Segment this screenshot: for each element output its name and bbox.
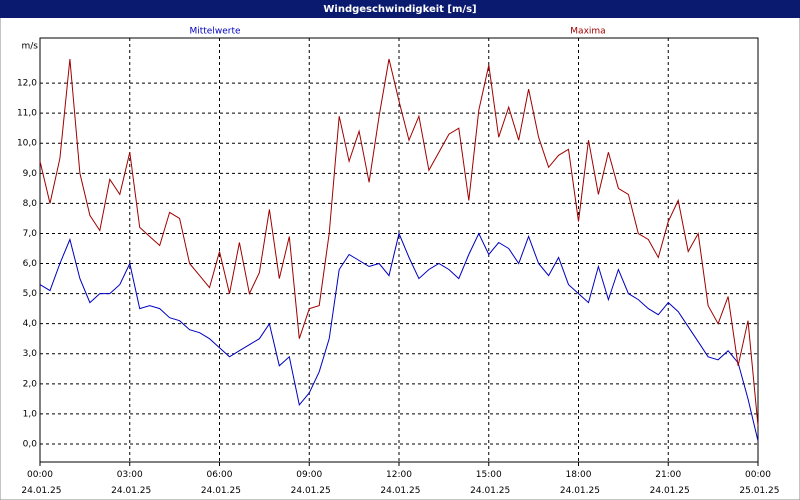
legend-label: Maxima (570, 27, 605, 37)
title-bar (0, 0, 800, 18)
y-axis-unit: m/s (22, 42, 39, 52)
x-tick-label: 06:00 24.01.25 (198, 470, 241, 496)
y-tick-label: 7,0 (23, 229, 38, 239)
y-tick-label: 6,0 (23, 259, 38, 269)
x-tick-label: 12:00 24.01.25 (378, 470, 421, 496)
x-tick-label: 00:00 24.01.25 (19, 470, 62, 496)
y-tick-label: 9,0 (23, 169, 38, 179)
y-tick-label: 5,0 (23, 289, 38, 299)
legend-label: Mittelwerte (189, 27, 240, 37)
y-tick-label: 8,0 (23, 199, 38, 209)
chart-title: Windgeschwindigkeit [m/s] (323, 4, 476, 15)
x-tick-label: 03:00 24.01.25 (108, 470, 151, 496)
y-tick-label: 0,0 (23, 439, 38, 449)
y-tick-label: 12,0 (17, 79, 37, 89)
line-series (39, 231, 759, 442)
x-tick-label: 09:00 24.01.25 (288, 470, 331, 496)
y-tick-label: 1,0 (23, 409, 38, 419)
y-tick-label: 4,0 (23, 319, 38, 329)
x-tick-label: 00:00 25.01.25 (737, 470, 780, 496)
y-tick-label: 11,0 (17, 109, 37, 119)
x-tick-label: 21:00 24.01.25 (647, 470, 690, 496)
y-tick-label: 3,0 (23, 349, 38, 359)
x-tick-label: 18:00 24.01.25 (557, 470, 600, 496)
y-tick-label: 2,0 (23, 379, 38, 389)
y-tick-label: 10,0 (17, 139, 37, 149)
line-series (39, 58, 759, 426)
x-tick-label: 15:00 24.01.25 (467, 470, 510, 496)
